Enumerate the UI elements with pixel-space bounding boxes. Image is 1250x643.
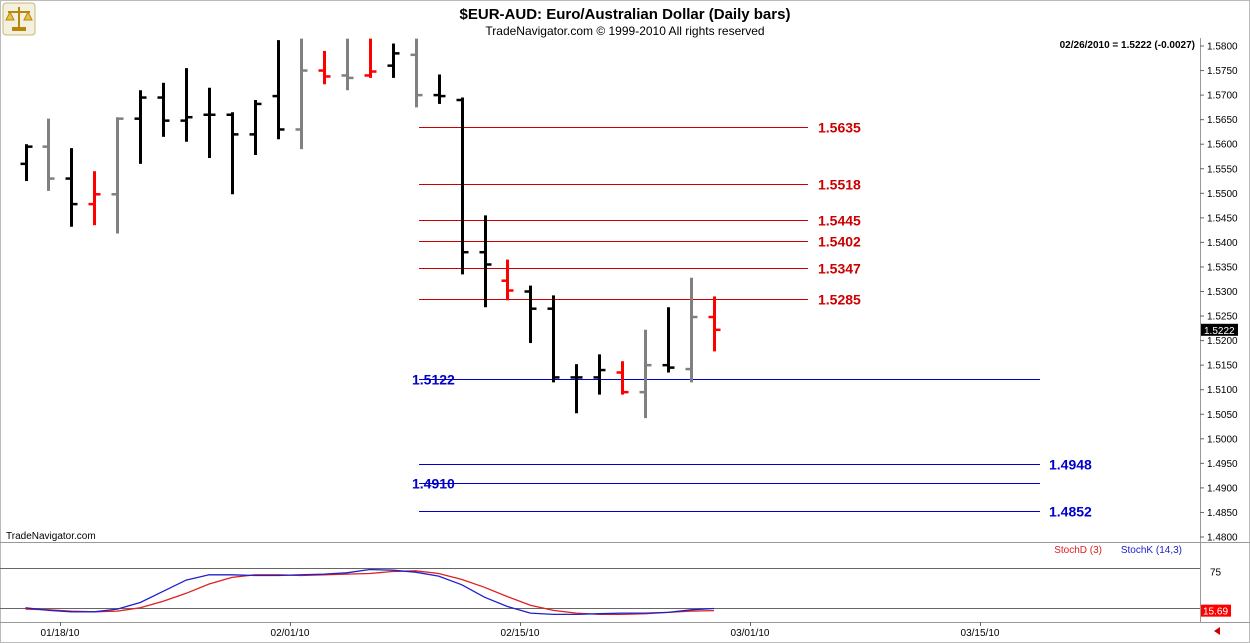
price-tick-label: 1.5250 xyxy=(1207,312,1238,323)
stoch-value-box xyxy=(1201,604,1231,617)
ohlc-bar xyxy=(685,277,698,383)
ohlc-bar xyxy=(433,74,446,104)
ohlc-bar xyxy=(570,364,583,414)
date-axis: 01/18/10 02/01/10 02/15/10 03/01/10 03/15/10 xyxy=(41,622,1000,639)
price-tick-label: 1.5150 xyxy=(1207,361,1238,372)
ohlc-bar xyxy=(479,215,492,308)
scroll-left-icon[interactable] xyxy=(1214,627,1220,635)
price-tick-label: 1.5200 xyxy=(1207,336,1238,347)
price-tick-label: 1.5600 xyxy=(1207,140,1238,151)
ohlc-bar xyxy=(180,68,193,142)
ohlc-bar xyxy=(134,90,147,164)
price-tick-label: 1.5550 xyxy=(1207,164,1238,175)
price-tick-label: 1.5450 xyxy=(1207,213,1238,224)
support-level-label: 1.4948 xyxy=(1049,457,1092,473)
price-tick-label: 1.5500 xyxy=(1207,189,1238,200)
price-tick-label: 1.4900 xyxy=(1207,483,1238,494)
price-tick-label: 1.5700 xyxy=(1207,91,1238,102)
date-tick-label: 03/15/10 xyxy=(961,628,1000,639)
ohlc-bar xyxy=(593,354,606,395)
price-levels: 1.5635 1.5518 1.5445 1.5402 1.5347 1.5285 1.51… xyxy=(412,120,1092,520)
date-tick-label: 02/15/10 xyxy=(501,628,540,639)
watermark: TradeNavigator.com xyxy=(6,531,96,542)
stoch-tick-label: 75 xyxy=(1210,568,1222,579)
support-level-label: 1.4910 xyxy=(412,476,455,492)
ohlc-bar xyxy=(364,38,377,78)
last-price-marker: 1.5222 xyxy=(1201,323,1238,337)
ohlc-bar xyxy=(708,296,721,352)
stochd-legend: StochD (3) xyxy=(1054,545,1102,556)
scales-logo-icon[interactable] xyxy=(2,2,36,36)
price-tick-label: 1.5800 xyxy=(1207,42,1238,53)
ohlc-bar xyxy=(111,117,124,234)
ohlc-bar xyxy=(524,285,537,344)
ohlc-bar xyxy=(341,38,354,91)
stochk-legend: StochK (14,3) xyxy=(1121,545,1182,556)
chart-title: $EUR-AUD: Euro/Australian Dollar (Daily … xyxy=(460,6,791,23)
ohlc-bar xyxy=(272,40,285,140)
resistance-level-label: 1.5445 xyxy=(818,213,861,229)
price-tick-label: 1.4850 xyxy=(1207,508,1238,519)
ohlc-bar xyxy=(249,100,262,156)
ohlc-bar xyxy=(456,97,469,275)
support-level-label: 1.5122 xyxy=(412,372,455,388)
date-tick-label: 03/01/10 xyxy=(731,628,770,639)
resistance-level-label: 1.5635 xyxy=(818,120,861,136)
ohlc-bar xyxy=(226,112,239,195)
ohlc-bar xyxy=(65,148,78,227)
chart-subtitle: TradeNavigator.com © 1999-2010 All right… xyxy=(485,24,764,38)
price-tick-label: 1.5750 xyxy=(1207,66,1238,77)
resistance-level-label: 1.5518 xyxy=(818,177,861,193)
last-quote-readout: 02/26/2010 = 1.5222 (-0.0027) xyxy=(1060,40,1195,51)
ohlc-bar xyxy=(662,307,675,373)
price-tick-label: 1.5100 xyxy=(1207,385,1238,396)
stoch-line-d xyxy=(25,570,715,616)
price-tick-label: 1.4800 xyxy=(1207,533,1238,544)
date-tick-label: 02/01/10 xyxy=(271,628,310,639)
ohlc-bar xyxy=(295,38,308,150)
resistance-level-label: 1.5347 xyxy=(818,261,861,277)
ohlc-bar xyxy=(318,50,331,85)
date-tick-label: 01/18/10 xyxy=(41,628,80,639)
last-price-box xyxy=(1201,323,1238,336)
ohlc-bar xyxy=(616,361,629,395)
ohlc-bar xyxy=(387,43,400,78)
price-axis: 1.5800 1.5750 1.5700 1.5650 1.5600 1.5550 1.55… xyxy=(1200,42,1238,544)
ohlc-bar xyxy=(42,118,55,191)
stoch-value-label: 15.69 xyxy=(1203,607,1228,618)
price-tick-label: 1.5650 xyxy=(1207,115,1238,126)
ohlc-bar xyxy=(157,82,170,137)
ohlc-bar xyxy=(20,144,33,182)
ohlc-bar xyxy=(639,329,652,419)
price-tick-label: 1.5000 xyxy=(1207,434,1238,445)
support-level-label: 1.4852 xyxy=(1049,504,1092,520)
ohlc-bar xyxy=(203,87,216,158)
resistance-level-label: 1.5285 xyxy=(818,292,861,308)
last-price-label: 1.5222 xyxy=(1204,326,1235,337)
ohlc-bars xyxy=(20,38,721,419)
ohlc-bar xyxy=(501,259,514,301)
resistance-level-label: 1.5402 xyxy=(818,234,861,250)
price-tick-label: 1.5350 xyxy=(1207,262,1238,273)
price-tick-label: 1.5300 xyxy=(1207,287,1238,298)
ohlc-bar xyxy=(88,171,101,226)
price-tick-label: 1.4950 xyxy=(1207,459,1238,470)
stochastic-panel: 75 15.69 xyxy=(0,568,1231,618)
price-tick-label: 1.5050 xyxy=(1207,410,1238,421)
price-tick-label: 1.5400 xyxy=(1207,238,1238,249)
stoch-line-k xyxy=(25,568,715,616)
ohlc-bar xyxy=(547,295,560,383)
ohlc-bar xyxy=(410,38,423,108)
